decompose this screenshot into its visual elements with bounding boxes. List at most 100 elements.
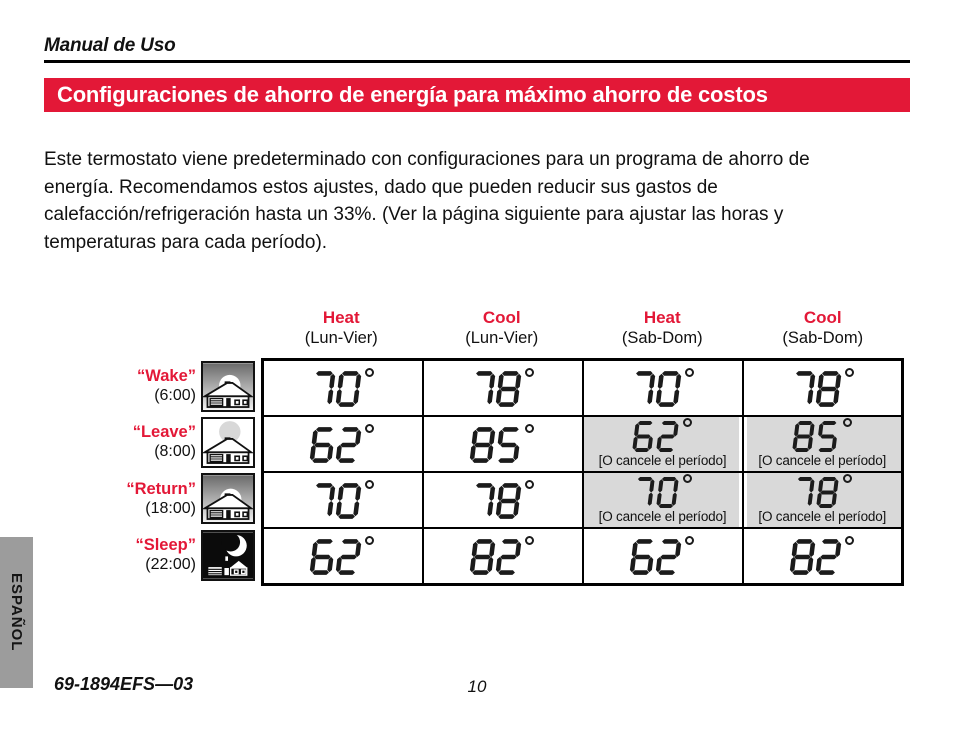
seven-segment-value — [632, 420, 679, 453]
row-header-sleep: “Sleep” (22:00) — [40, 527, 261, 583]
seven-segment-value — [629, 538, 682, 576]
temperature-display — [264, 529, 422, 576]
degree-symbol — [525, 423, 534, 433]
seven-segment-value — [469, 538, 522, 576]
section-banner: Configuraciones de ahorro de energía par… — [44, 78, 910, 112]
cancel-period-note: [O cancele el período] — [758, 453, 887, 469]
temp-cell — [581, 527, 744, 586]
seven-segment-value — [311, 482, 362, 520]
house-sunset-icon — [201, 473, 255, 525]
table-row — [261, 358, 904, 417]
degree-symbol — [842, 417, 852, 427]
temperature-display — [584, 473, 742, 509]
degree-symbol — [844, 368, 854, 377]
table-row: [O cancele el período] [O cancele el per… — [261, 414, 904, 474]
degree-symbol — [683, 474, 692, 484]
seven-segment-value — [310, 426, 362, 464]
row-header-return: “Return” (18:00) — [40, 471, 261, 527]
period-time: (22:00) — [145, 556, 196, 574]
temp-cell — [261, 471, 424, 530]
cancel-period-note: [O cancele el período] — [598, 453, 727, 469]
degree-symbol — [365, 368, 375, 377]
column-header-sublabel: (Sab-Dom) — [621, 329, 703, 347]
schedule-table: [O cancele el período] [O cancele el per… — [261, 358, 904, 587]
column-header-label: Heat — [643, 308, 681, 327]
temperature-display — [424, 529, 582, 576]
page-number: 10 — [467, 677, 487, 696]
temp-cell — [741, 527, 904, 586]
intro-paragraph: Este termostato viene predeterminado con… — [44, 149, 810, 253]
temperature-display — [424, 417, 582, 464]
seven-segment-value — [471, 370, 522, 408]
degree-symbol — [365, 536, 375, 546]
degree-symbol — [685, 368, 694, 377]
gray-cell-background — [746, 473, 901, 528]
period-label: “Return” — [126, 479, 196, 498]
temp-cell: [O cancele el período] — [741, 414, 904, 474]
temp-cell — [421, 414, 584, 474]
temp-cell: [O cancele el período] — [741, 471, 904, 530]
temperature-display — [744, 473, 902, 509]
seven-segment-value — [311, 370, 362, 408]
seven-segment-value — [633, 476, 679, 509]
table-row — [261, 527, 904, 586]
cancel-period-note: [O cancele el período] — [758, 509, 887, 525]
temperature-display — [744, 417, 902, 453]
period-label: “Wake” — [137, 367, 196, 386]
column-header-sublabel: (Lun-Vier) — [465, 329, 539, 347]
temperature-display — [584, 529, 742, 576]
degree-symbol — [525, 368, 534, 377]
column-header-heat-weekday: Heat (Lun-Vier) — [261, 307, 422, 349]
temperature-display — [584, 361, 742, 408]
temp-cell — [421, 527, 584, 586]
period-time: (6:00) — [154, 387, 196, 405]
column-header-sublabel: (Sab-Dom) — [782, 329, 864, 347]
house-sunrise-icon — [201, 360, 255, 412]
period-label: “Sleep” — [135, 536, 196, 555]
page-title: Manual de Uso — [44, 35, 176, 56]
temperature-display — [584, 417, 742, 453]
temperature-display — [424, 473, 582, 520]
temp-cell — [741, 358, 904, 417]
degree-symbol — [683, 417, 692, 427]
column-header-cool-weekday: Cool (Lun-Vier) — [422, 307, 583, 349]
degree-symbol — [842, 474, 852, 484]
document-number: 69-1894EFS—03 — [54, 674, 194, 694]
seven-segment-value — [789, 538, 841, 576]
seven-segment-value — [792, 420, 838, 453]
row-header-leave: “Leave” (8:00) — [40, 414, 261, 470]
column-header-sublabel: (Lun-Vier) — [304, 329, 378, 347]
column-header-heat-weekend: Heat (Sab-Dom) — [582, 307, 743, 349]
seven-segment-value — [469, 426, 520, 464]
language-tab: ESPAÑOL — [0, 537, 33, 688]
temp-cell: [O cancele el período] — [581, 414, 744, 474]
temp-cell — [261, 527, 424, 586]
period-label: “Leave” — [132, 423, 196, 442]
degree-symbol — [685, 536, 694, 546]
seven-segment-value — [631, 370, 682, 408]
row-header-wake: “Wake” (6:00) — [40, 358, 261, 414]
temperature-display — [264, 417, 422, 464]
cancel-period-note: [O cancele el período] — [598, 509, 727, 525]
temp-cell — [421, 471, 584, 530]
degree-symbol — [365, 423, 375, 433]
temp-cell — [581, 358, 744, 417]
temperature-display — [424, 361, 582, 408]
seven-segment-value — [793, 476, 839, 509]
gray-cell-background — [583, 416, 739, 472]
gray-cell-background — [746, 416, 901, 472]
temp-cell — [261, 358, 424, 417]
temperature-display — [264, 473, 422, 520]
column-header-label: Cool — [482, 308, 521, 327]
temp-cell: [O cancele el período] — [581, 471, 744, 530]
degree-symbol — [844, 536, 854, 546]
table-column-headers: Heat (Lun-Vier) Cool (Lun-Vier) Heat (Sa… — [261, 307, 903, 349]
temperature-display — [264, 361, 422, 408]
house-moon-icon — [201, 529, 255, 581]
temperature-display — [744, 361, 902, 408]
degree-symbol — [525, 536, 534, 546]
header-rule — [44, 60, 910, 63]
seven-segment-value — [791, 370, 841, 408]
period-time: (18:00) — [145, 499, 196, 517]
